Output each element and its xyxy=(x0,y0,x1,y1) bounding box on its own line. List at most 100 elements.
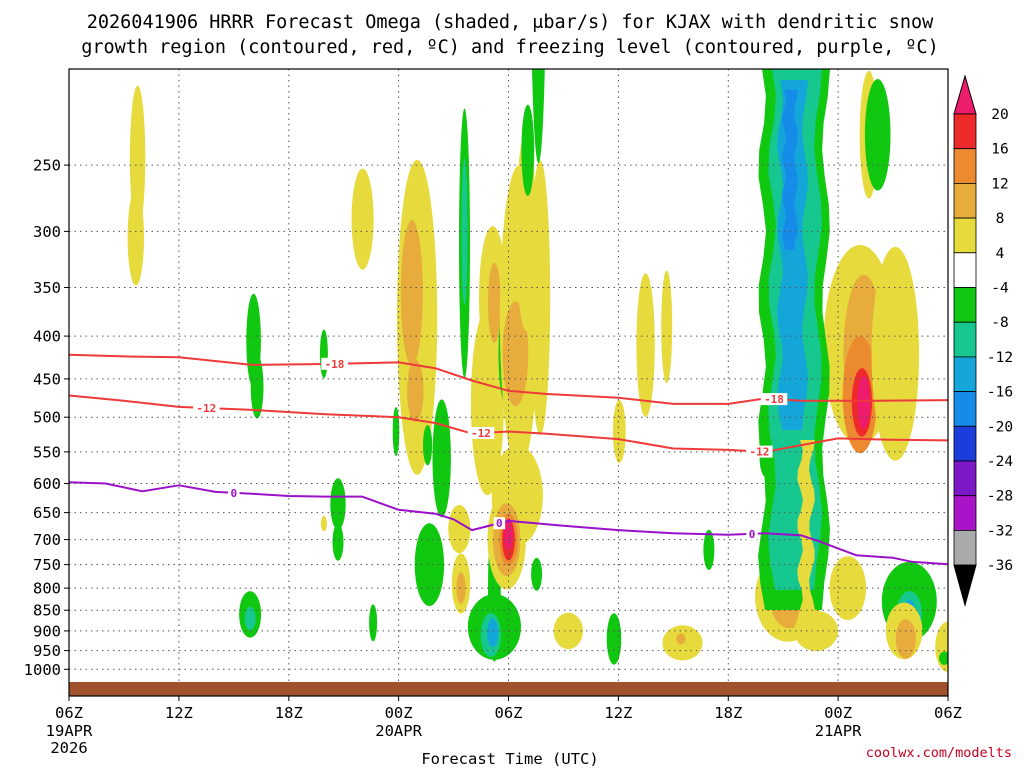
contour-label-background xyxy=(493,517,506,530)
omega-shade-cell xyxy=(332,523,344,561)
omega-shade-cell xyxy=(330,478,346,530)
y-tick-label: 600 xyxy=(33,475,61,493)
colorbar-swatch xyxy=(953,495,977,531)
omega-shade-cell xyxy=(829,556,867,620)
contour-label-background xyxy=(760,393,788,406)
colorbar-level-label: -28 xyxy=(987,489,1013,505)
x-tick-label: 12Z xyxy=(604,704,632,722)
colorbar-level-label: -32 xyxy=(987,523,1013,539)
colorbar-level-label: 20 xyxy=(991,107,1008,123)
omega-shade-cell xyxy=(127,189,144,286)
dgz-minus18-label: -18 xyxy=(325,358,345,371)
x-tick-label: 00Z xyxy=(824,704,852,722)
omega-shade-cell xyxy=(939,651,948,665)
colorbar-level-label: 16 xyxy=(991,142,1008,158)
dgz-minus18-label: -18 xyxy=(764,393,784,406)
terrain-strip xyxy=(69,682,948,696)
omega-shade-cell xyxy=(456,572,466,604)
x-tick-label: 18Z xyxy=(275,704,303,722)
dgz-minus12-label: -12 xyxy=(471,427,491,440)
chart-title-line-2: growth region (contoured, red, ºC) and f… xyxy=(81,37,939,58)
omega-shade-cell xyxy=(503,518,514,551)
colorbar-legend: 20 16 12 8 4 -4 -8 -12 -16 -20 -24 -28 -32 -36 xyxy=(953,74,1013,607)
colorbar-level-label: 8 xyxy=(996,211,1005,227)
colorbar-bottom-arrow xyxy=(953,564,977,607)
colorbar-swatch xyxy=(953,530,977,566)
omega-shade-cell xyxy=(502,301,529,407)
omega-shade-cell xyxy=(864,79,891,191)
colorbar-swatch xyxy=(953,356,977,392)
y-axis-pressure: 250 300 350 400 450 500 550 600 650 700 750 800 850 9… xyxy=(24,157,69,679)
y-tick-label: 950 xyxy=(33,642,61,660)
omega-shade-cell xyxy=(676,633,686,645)
contour-label-background xyxy=(467,427,495,439)
colorbar-swatch xyxy=(953,252,977,288)
omega-shade-cell xyxy=(703,529,715,570)
colorbar-swatch xyxy=(953,321,977,358)
ground-surface xyxy=(69,682,948,696)
x-tick-sublabel: 20APR xyxy=(375,722,422,740)
omega-shade-cell xyxy=(487,618,499,648)
y-tick-label: 750 xyxy=(33,556,61,574)
chart-title-line-1: 2026041906 HRRR Forecast Omega (shaded, … xyxy=(87,12,934,33)
omega-shade-cell xyxy=(532,69,545,164)
y-tick-label: 850 xyxy=(33,602,61,620)
y-tick-label: 800 xyxy=(33,580,61,598)
colorbar-swatch xyxy=(953,182,977,219)
omega-shade-cell xyxy=(400,220,423,366)
omega-shade-cell xyxy=(530,160,551,436)
omega-shade-cell xyxy=(423,425,433,466)
omega-shade-cell xyxy=(531,557,543,591)
omega-shade-cell xyxy=(461,157,468,306)
credit-link[interactable]: coolwx.com/modelts xyxy=(866,745,1012,761)
y-tick-label: 700 xyxy=(33,531,61,549)
omega-shade-cell xyxy=(448,504,471,554)
omega-shade-cell xyxy=(392,407,400,456)
omega-shade-cell xyxy=(857,375,870,429)
y-tick-label: 450 xyxy=(33,370,61,388)
x-tick-label: 06Z xyxy=(934,704,962,722)
colorbar-swatch xyxy=(953,391,977,427)
colorbar-swatch xyxy=(953,217,977,254)
colorbar-level-label: -4 xyxy=(991,281,1009,297)
omega-shading-layer xyxy=(127,69,948,672)
freezing-level-contour xyxy=(69,481,948,566)
contour-label-background xyxy=(321,357,348,370)
colorbar-swatch xyxy=(953,460,977,497)
x-tick-sublabel: 21APR xyxy=(815,722,862,740)
colorbar-level-label: 12 xyxy=(991,176,1008,192)
colorbar-level-label: -36 xyxy=(987,558,1013,574)
x-tick-label: 18Z xyxy=(714,704,742,722)
x-tick-label: 06Z xyxy=(495,704,523,722)
y-tick-label: 300 xyxy=(33,223,61,241)
contour-label-background xyxy=(746,445,773,458)
y-tick-label: 400 xyxy=(33,328,61,346)
colorbar-level-label: 4 xyxy=(996,246,1005,262)
omega-shade-cell xyxy=(612,400,626,463)
omega-shade-cell xyxy=(636,273,655,417)
contour-label-background xyxy=(193,402,220,414)
colorbar-level-label: -8 xyxy=(991,315,1008,331)
y-tick-label: 250 xyxy=(33,157,61,175)
y-tick-label: 650 xyxy=(33,504,61,522)
dgz-minus12-label: -12 xyxy=(196,402,216,415)
x-tick-label: 12Z xyxy=(165,704,193,722)
omega-shade-cell xyxy=(414,523,445,606)
colorbar-level-label: -24 xyxy=(987,454,1013,470)
omega-shade-cell xyxy=(661,270,673,384)
freezing-level-label: 0 xyxy=(496,517,503,530)
dgz-minus12-label: -12 xyxy=(749,446,769,459)
y-tick-label: 1000 xyxy=(24,661,61,679)
contour-label-background xyxy=(746,527,758,540)
y-tick-label: 350 xyxy=(33,279,61,297)
omega-shade-cell xyxy=(432,399,451,518)
colorbar-level-label: -20 xyxy=(987,419,1013,435)
omega-shade-cell xyxy=(521,104,535,196)
freezing-level-label: 0 xyxy=(230,487,237,500)
contour-label-background xyxy=(228,486,240,499)
x-axis-title: Forecast Time (UTC) xyxy=(421,750,598,768)
freezing-level-label: 0 xyxy=(749,528,756,541)
omega-shade-cell xyxy=(244,606,256,631)
x-tick-label: 06Z xyxy=(55,704,83,722)
colorbar-level-label: -12 xyxy=(987,350,1013,366)
